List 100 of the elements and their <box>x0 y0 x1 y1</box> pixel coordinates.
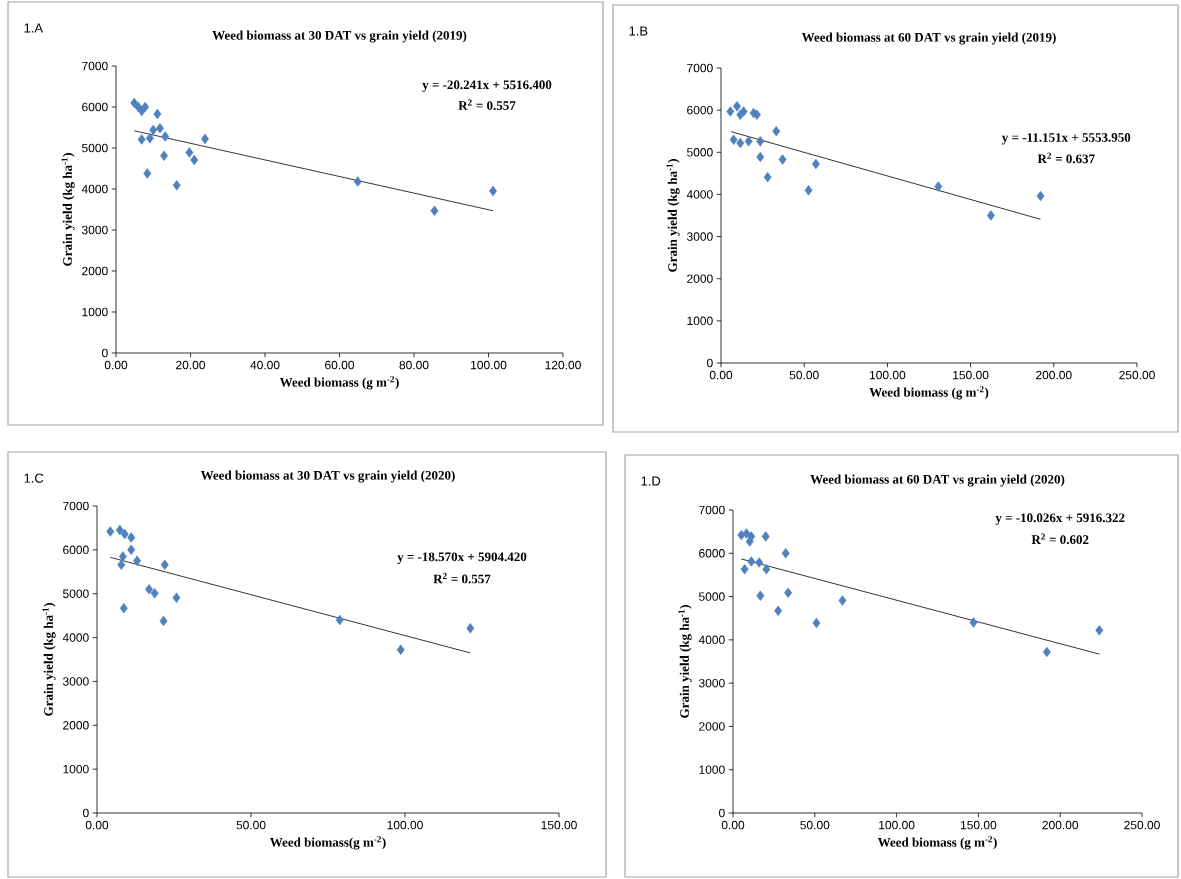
y-tick-label: 5000 <box>62 589 89 598</box>
point <box>161 131 170 142</box>
y-tick-label: 4000 <box>62 633 89 642</box>
text: 1.A <box>24 23 44 33</box>
x-axis-title: Weed biomass (g m$^{-2}$) <box>869 386 989 400</box>
point <box>149 124 158 136</box>
y-tick-label: 2000 <box>687 274 713 283</box>
point <box>781 548 790 559</box>
point <box>753 109 761 120</box>
point <box>118 551 127 562</box>
x-tick-label: 250.00 <box>1124 820 1160 830</box>
point <box>762 564 771 575</box>
point <box>1036 190 1045 202</box>
point <box>763 171 772 183</box>
x-tick-label: 0.00 <box>721 820 745 830</box>
annotation: y = -11.151x + 5553.950 <box>1001 133 1131 145</box>
y-tick-label: 4000 <box>686 190 713 199</box>
point <box>1095 625 1104 636</box>
point <box>740 564 749 575</box>
point <box>156 123 164 134</box>
annotation: y = -18.570x + 5904.420 <box>397 552 527 564</box>
x-tick-label: 0.00 <box>85 820 109 830</box>
point <box>430 205 439 216</box>
x-axis-title: Weed biomass (g m$^{-2}$) <box>877 836 997 850</box>
point <box>143 168 152 179</box>
x-tick-label: 0.00 <box>104 360 128 370</box>
y-tick-label: 4000 <box>698 635 725 645</box>
y-tick-label: 0 <box>707 358 713 368</box>
point <box>726 106 735 117</box>
point <box>119 602 128 614</box>
x-tick-label: 20.00 <box>176 360 206 370</box>
y-tick-label: 6000 <box>687 105 713 115</box>
point <box>117 559 126 570</box>
point <box>150 588 159 599</box>
x-tick-label: 100.00 <box>471 360 507 370</box>
point <box>353 176 362 187</box>
point <box>745 536 754 547</box>
x-tick-label: 50.00 <box>800 820 830 830</box>
point <box>160 559 169 570</box>
point <box>137 105 146 117</box>
point <box>120 528 129 540</box>
point <box>761 531 770 542</box>
annotation: R$^{2}$ = 0.637 <box>1037 152 1095 164</box>
y-tick-label: 1000 <box>687 316 713 326</box>
annotation: R$^{2}$ = 0.557 <box>433 572 491 584</box>
point <box>756 136 765 147</box>
point <box>747 556 756 567</box>
point <box>756 590 765 601</box>
x-tick-label: 200.00 <box>1036 370 1072 380</box>
point <box>160 150 168 161</box>
x-tick-label: 150.00 <box>541 820 577 830</box>
y-tick-label: 5000 <box>687 148 713 157</box>
x-tick-label: 50.00 <box>789 370 819 380</box>
point <box>772 126 781 137</box>
x-tick-label: 250.00 <box>1119 370 1155 380</box>
y-tick-label: 2000 <box>82 266 108 276</box>
x-tick-label: 100.00 <box>387 820 423 830</box>
point <box>127 544 136 556</box>
point <box>934 181 943 192</box>
y-tick-label: 4000 <box>81 184 108 194</box>
y-axis-title: Grain yield (kg ha$^{-1}$) <box>666 159 680 272</box>
annotation: R$^{2}$ = 0.557 <box>458 99 516 111</box>
point <box>986 210 995 221</box>
y-tick-label: 3000 <box>81 225 108 235</box>
point <box>137 134 146 145</box>
point <box>172 180 181 191</box>
point <box>744 136 753 147</box>
point <box>774 605 783 617</box>
point <box>838 595 847 606</box>
y-tick-label: 6000 <box>699 549 725 558</box>
y-tick-label: 3000 <box>686 232 713 241</box>
text: 1.D <box>641 476 661 486</box>
y-tick-label: 6000 <box>82 102 108 112</box>
chart-title: Weed biomass at 30 DAT vs grain yield (2020) <box>200 470 455 483</box>
y-tick-label: 5000 <box>699 592 725 601</box>
point <box>729 134 738 145</box>
point <box>127 532 136 543</box>
annotation: R$^{2}$ = 0.602 <box>1031 533 1089 545</box>
y-tick-label: 7000 <box>687 63 713 73</box>
annotation: y = -20.241x + 5516.400 <box>422 80 552 92</box>
x-axis-title: Weed biomass (g m$^{-2}$) <box>279 376 399 390</box>
y-tick-label: 7000 <box>699 505 725 515</box>
point <box>145 132 154 144</box>
x-tick-label: 0.00 <box>709 370 733 380</box>
point <box>778 154 787 165</box>
x-tick-label: 100.00 <box>869 370 906 380</box>
point <box>812 617 821 629</box>
y-tick-label: 2000 <box>699 722 725 731</box>
point <box>159 615 168 627</box>
x-axis-title: Weed biomass(g m$^{-2}$) <box>269 836 386 850</box>
x-tick-label: 50.00 <box>236 820 266 830</box>
point <box>115 524 124 536</box>
y-tick-label: 7000 <box>63 501 89 511</box>
x-tick-label: 150.00 <box>960 820 997 830</box>
y-tick-label: 1000 <box>82 307 108 317</box>
y-tick-label: 6000 <box>63 545 89 555</box>
y-tick-label: 0 <box>83 808 89 818</box>
x-tick-label: 150.00 <box>953 370 989 380</box>
y-tick-label: 0 <box>719 808 725 818</box>
point <box>335 614 344 626</box>
